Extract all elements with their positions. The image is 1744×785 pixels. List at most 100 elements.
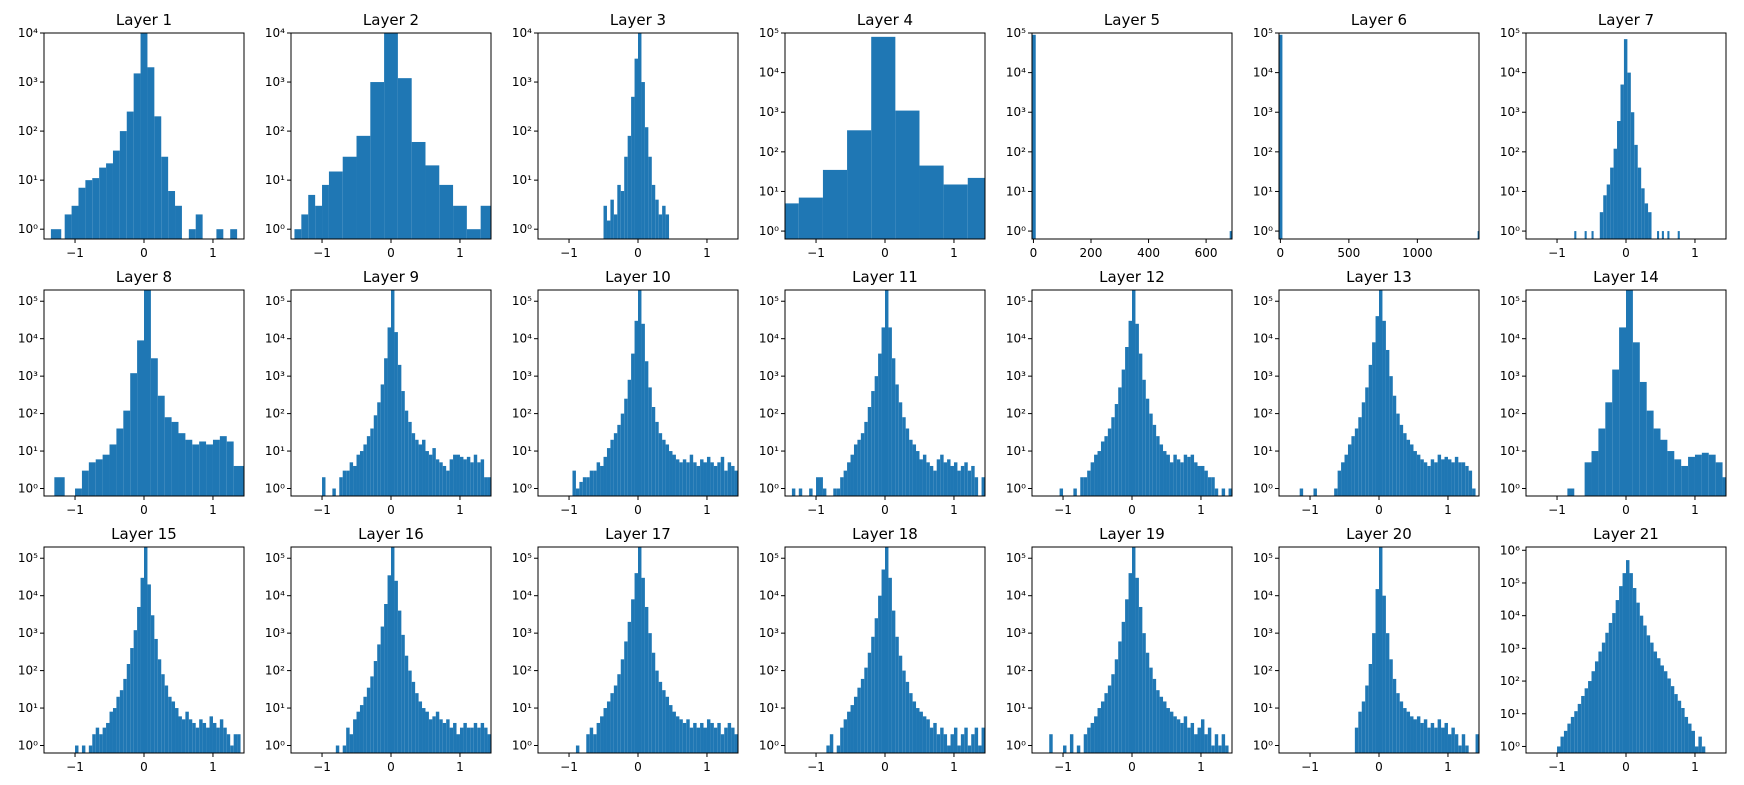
histogram-bar bbox=[822, 488, 827, 496]
x-tick-label: 1 bbox=[209, 760, 217, 774]
x-tick-label: −1 bbox=[66, 503, 84, 517]
histogram-bar bbox=[655, 199, 659, 239]
histogram-bar bbox=[1613, 148, 1618, 239]
histogram-bars bbox=[335, 547, 491, 753]
histogram-bar bbox=[1166, 454, 1170, 496]
histogram-bar bbox=[1636, 602, 1640, 753]
histogram-bar bbox=[713, 465, 718, 496]
histogram-bar bbox=[867, 407, 872, 496]
histogram-bar bbox=[898, 655, 903, 753]
histogram-bar bbox=[1588, 681, 1592, 753]
histogram-bar bbox=[826, 745, 830, 753]
x-tick-label: 0 bbox=[1030, 246, 1038, 260]
histogram-bar bbox=[1423, 462, 1428, 496]
x-tick-label: −1 bbox=[1301, 760, 1319, 774]
histogram-bar bbox=[181, 719, 186, 753]
histogram-bar bbox=[484, 477, 488, 496]
histogram-bar bbox=[624, 398, 628, 496]
y-tick-label: 10³ bbox=[1006, 369, 1026, 383]
histogram-bar bbox=[185, 711, 189, 753]
histogram-bar bbox=[1169, 711, 1174, 753]
histogram-bar bbox=[665, 444, 670, 496]
histogram-bar bbox=[408, 421, 412, 496]
histogram-bar bbox=[1639, 381, 1647, 496]
y-tick-label: 10³ bbox=[18, 369, 38, 383]
x-tick-label: 0 bbox=[387, 246, 395, 260]
histogram-bar bbox=[1145, 398, 1150, 496]
histogram-bar bbox=[1574, 711, 1578, 753]
x-tick-label: 600 bbox=[1195, 246, 1218, 260]
subplot-title: Layer 2 bbox=[363, 11, 419, 29]
histogram-bar bbox=[1430, 722, 1435, 753]
histogram-bar bbox=[662, 690, 666, 753]
histogram-bar bbox=[453, 205, 467, 239]
histogram-bar bbox=[356, 454, 360, 496]
histogram-bar bbox=[1650, 642, 1654, 753]
y-tick-label: 10⁵ bbox=[1006, 26, 1026, 40]
x-tick-label: −1 bbox=[313, 503, 331, 517]
histogram-bar bbox=[971, 465, 975, 496]
histogram-bar bbox=[648, 387, 652, 496]
histogram-bar bbox=[613, 685, 618, 753]
histogram-bar bbox=[439, 462, 443, 496]
histogram-bar bbox=[1674, 694, 1678, 753]
histogram-bar bbox=[226, 441, 234, 496]
histogram-bar bbox=[112, 150, 120, 239]
histogram-bar bbox=[428, 719, 433, 753]
histogram-bars bbox=[1567, 290, 1726, 496]
histogram-bar bbox=[1472, 488, 1476, 496]
histogram-bar bbox=[1591, 231, 1594, 239]
histogram-bar bbox=[109, 444, 117, 496]
histogram-bar bbox=[106, 722, 110, 753]
y-tick-label: 10¹ bbox=[512, 701, 532, 715]
histogram-bar bbox=[1392, 395, 1397, 496]
histogram-bar bbox=[470, 462, 474, 496]
histogram-bar bbox=[50, 229, 62, 239]
histogram-bar bbox=[1423, 719, 1428, 753]
histogram-bar bbox=[919, 459, 923, 496]
histogram-bar bbox=[446, 719, 450, 753]
histogram-bar bbox=[1458, 462, 1462, 496]
x-tick-label: −1 bbox=[560, 246, 578, 260]
histogram-bar bbox=[1581, 695, 1585, 753]
histogram-bar bbox=[216, 727, 220, 753]
histogram-bar bbox=[230, 229, 238, 239]
histogram-bar bbox=[933, 722, 937, 753]
histogram-bars bbox=[1279, 34, 1479, 239]
histogram-bar bbox=[1118, 641, 1122, 753]
histogram-bar bbox=[487, 477, 491, 496]
histogram-bar bbox=[456, 734, 460, 753]
y-tick-label: 10³ bbox=[1006, 626, 1026, 640]
subplot-layer-7: Layer 7 −1 0 1 10⁰ 10¹ 10² 10³ 10⁴ 10⁵ bbox=[1500, 11, 1727, 260]
histogram-bar bbox=[401, 391, 405, 496]
histogram-bar bbox=[1368, 364, 1373, 496]
histogram-bar bbox=[1073, 488, 1077, 496]
y-tick-label: 10⁵ bbox=[759, 294, 779, 308]
histogram-bar bbox=[1080, 477, 1084, 496]
histogram-bar bbox=[88, 462, 96, 496]
histogram-bar bbox=[1396, 693, 1400, 753]
histogram-bar bbox=[422, 439, 426, 496]
histogram-bar bbox=[922, 716, 927, 753]
histogram-bar bbox=[974, 477, 979, 496]
histogram-bar bbox=[981, 727, 985, 753]
histogram-bar bbox=[847, 711, 851, 753]
x-tick-label: 0 bbox=[140, 503, 148, 517]
histogram-bar bbox=[233, 734, 238, 753]
histogram-bar bbox=[1125, 599, 1129, 753]
x-tick-label: −1 bbox=[1548, 246, 1566, 260]
histogram-bar bbox=[686, 462, 690, 496]
histogram-bar bbox=[425, 165, 440, 239]
histogram-bar bbox=[449, 459, 454, 496]
histogram-bar bbox=[1128, 573, 1132, 753]
y-tick-label: 10⁰ bbox=[759, 482, 779, 496]
y-tick-label: 10¹ bbox=[759, 444, 779, 458]
histogram-bar bbox=[342, 156, 357, 239]
subplot-layer-14: Layer 14 −1 0 1 10⁰ 10¹ 10² 10³ 10⁴ 10⁵ bbox=[1500, 268, 1727, 517]
y-tick-label: 10² bbox=[759, 664, 779, 678]
x-tick-label: 1000 bbox=[1402, 246, 1433, 260]
y-tick-label: 10⁶ bbox=[1500, 543, 1520, 557]
histogram-bar bbox=[1681, 708, 1685, 753]
histogram-bar bbox=[798, 197, 823, 239]
y-tick-label: 10⁴ bbox=[265, 26, 285, 40]
